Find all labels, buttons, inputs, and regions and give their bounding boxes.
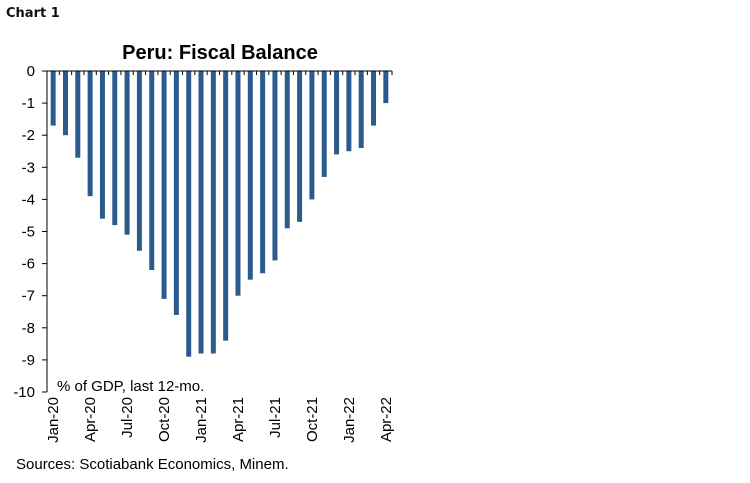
- bar: [247, 71, 253, 280]
- bar: [198, 71, 204, 354]
- x-tick-label: Jul-21: [267, 397, 284, 438]
- bar: [99, 71, 105, 219]
- x-tick-label: Apr-20: [82, 397, 99, 442]
- chart-title: Peru: Fiscal Balance: [122, 42, 318, 64]
- y-tick-label: -1: [22, 95, 35, 112]
- x-tick-label: Jan-20: [45, 397, 62, 443]
- bar: [62, 71, 68, 136]
- y-tick-label: -9: [22, 352, 35, 369]
- bar: [149, 71, 155, 271]
- y-tick-label: -3: [22, 159, 35, 176]
- bar: [334, 71, 340, 155]
- chart-label: Chart 1: [6, 6, 60, 21]
- bar: [260, 71, 266, 274]
- x-tick-label: Oct-21: [304, 397, 321, 442]
- bar: [173, 71, 179, 315]
- y-tick-label: -10: [13, 384, 35, 401]
- bar: [309, 71, 315, 200]
- bar: [235, 71, 241, 296]
- bar: [186, 71, 192, 357]
- y-tick-label: -7: [22, 288, 35, 305]
- bar: [75, 71, 81, 158]
- bar: [50, 71, 56, 126]
- y-tick-label: -5: [22, 224, 35, 241]
- bar: [383, 71, 389, 104]
- bar: [284, 71, 290, 229]
- y-tick-label: -6: [22, 256, 35, 273]
- x-tick-label: Apr-21: [230, 397, 247, 442]
- sources-footnote: Sources: Scotiabank Economics, Minem.: [16, 456, 289, 473]
- x-tick-label: Jan-22: [341, 397, 358, 443]
- bar: [272, 71, 278, 261]
- x-tick-label: Oct-20: [156, 397, 173, 442]
- bar: [371, 71, 377, 126]
- bar: [223, 71, 229, 341]
- bar: [346, 71, 352, 152]
- bar: [297, 71, 303, 222]
- y-tick-label: -4: [22, 191, 35, 208]
- bar: [87, 71, 93, 197]
- unit-annotation: % of GDP, last 12-mo.: [57, 378, 205, 395]
- bar: [161, 71, 167, 299]
- bar: [112, 71, 118, 226]
- y-tick-label: 0: [27, 63, 35, 80]
- x-tick-label: Jul-20: [119, 397, 136, 438]
- bar: [124, 71, 130, 235]
- bar: [358, 71, 364, 149]
- x-tick-label: Apr-22: [378, 397, 395, 442]
- bar: [136, 71, 142, 251]
- x-tick-label: Jan-21: [193, 397, 210, 443]
- y-tick-label: -8: [22, 320, 35, 337]
- y-tick-label: -2: [22, 127, 35, 144]
- bar: [321, 71, 327, 177]
- bar: [210, 71, 216, 354]
